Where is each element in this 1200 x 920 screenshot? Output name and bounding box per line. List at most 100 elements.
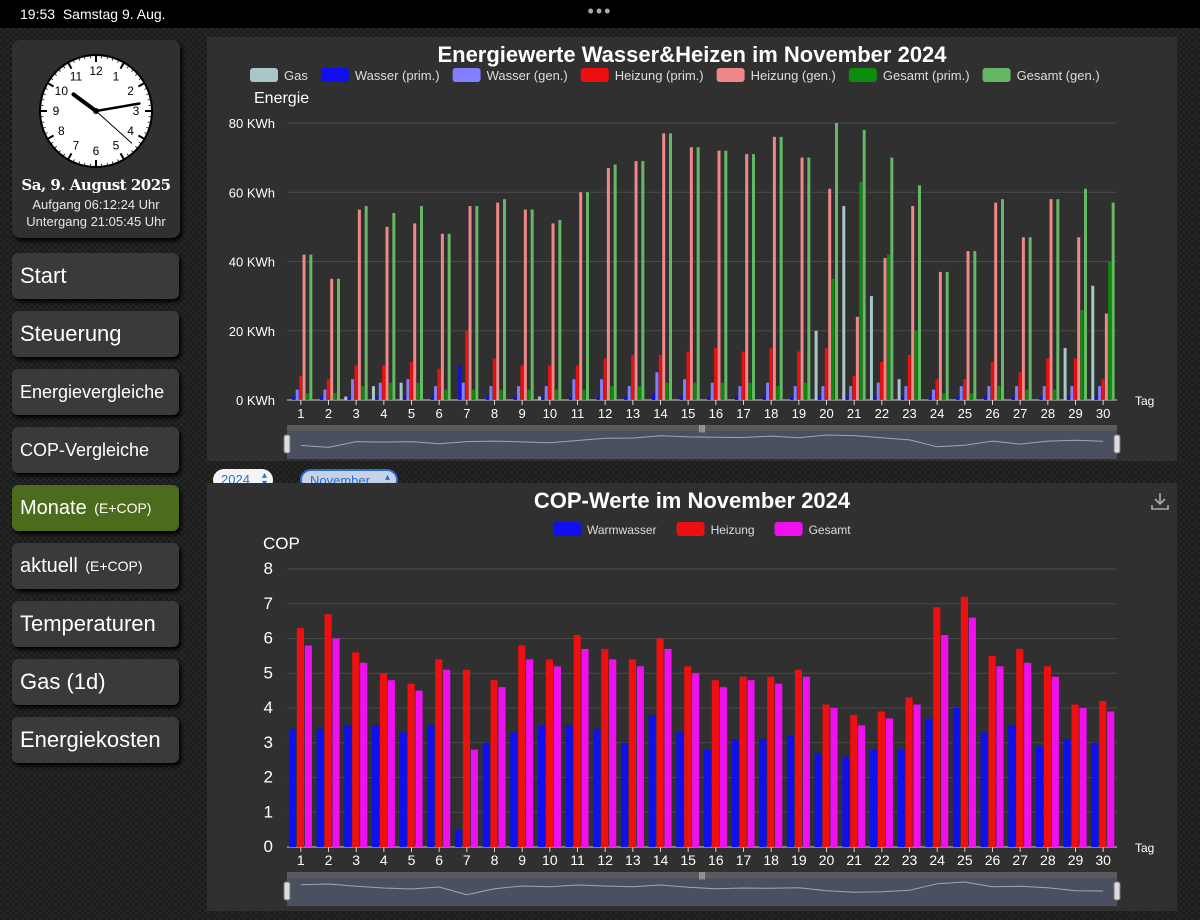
bar-gesamt-28 bbox=[1051, 676, 1059, 847]
y-tick-label: 40 KWh bbox=[229, 255, 275, 270]
current-date: Sa, 9. August 2025 bbox=[21, 176, 171, 194]
nav-temperaturen-button[interactable]: Temperaturen bbox=[12, 601, 179, 647]
bar-gesamt-gen--3 bbox=[364, 206, 368, 400]
clock-number: 4 bbox=[127, 124, 134, 138]
bar-heizung-30 bbox=[1099, 701, 1107, 847]
y-tick-label: 1 bbox=[264, 802, 273, 821]
clock-tick bbox=[131, 150, 134, 153]
bar-heizung-23 bbox=[905, 697, 913, 847]
x-tick-label: 15 bbox=[681, 406, 695, 421]
bar-wasser-gen--13 bbox=[627, 386, 631, 400]
bar-gesamt-gen--9 bbox=[530, 209, 534, 400]
x-tick-label: 24 bbox=[929, 852, 945, 868]
bar-gesamt-1 bbox=[304, 645, 312, 847]
bar-heizung-prim--9 bbox=[520, 365, 524, 400]
bar-wasser-gen--21 bbox=[849, 386, 853, 400]
bar-gas-4 bbox=[371, 386, 375, 400]
bar-heizung-prim--19 bbox=[797, 351, 801, 400]
clock-tick bbox=[73, 60, 75, 63]
bar-gesamt-gen--16 bbox=[724, 150, 728, 400]
x-tick-label: 30 bbox=[1096, 406, 1110, 421]
nav-start-button[interactable]: Start bbox=[12, 253, 179, 299]
bar-gesamt-gen--27 bbox=[1028, 237, 1032, 400]
bar-heizung-29 bbox=[1071, 704, 1079, 847]
navigator-window bbox=[287, 431, 1117, 459]
bar-wasser-prim--2 bbox=[320, 396, 324, 400]
bar-heizung-prim--17 bbox=[741, 351, 745, 400]
navigator-scrollbar bbox=[287, 425, 1117, 431]
bar-heizung-gen--8 bbox=[496, 202, 500, 400]
bar-gesamt-prim--14 bbox=[665, 382, 669, 400]
legend-swatch-5 bbox=[848, 68, 877, 82]
nav-cop-vergleiche-button[interactable]: COP-Vergleiche bbox=[12, 427, 179, 473]
bar-gas-20 bbox=[814, 330, 818, 400]
bar-wasser-prim--5 bbox=[403, 396, 407, 400]
y-tick-label: 0 bbox=[264, 837, 273, 856]
bar-wasser-gen--26 bbox=[987, 386, 991, 400]
bar-wasser-prim--14 bbox=[652, 393, 656, 400]
bar-gesamt-prim--20 bbox=[831, 278, 835, 400]
bar-gesamt-prim--22 bbox=[886, 254, 890, 400]
bar-wasser-prim--24 bbox=[928, 396, 932, 400]
clock-panel: 12 1 2 3 4 5 6 7 8 9 10 11 Sa, 9. August 2025 Aufga… bbox=[12, 40, 180, 238]
clock-tick bbox=[135, 146, 138, 149]
bar-wasser-gen--12 bbox=[600, 379, 604, 400]
bar-wasser-prim--25 bbox=[956, 396, 960, 400]
navigator-left-handle[interactable] bbox=[283, 881, 291, 901]
bar-warmwasser-4 bbox=[371, 725, 380, 847]
bar-wasser-gen--8 bbox=[489, 386, 493, 400]
x-tick-label: 26 bbox=[985, 852, 1001, 868]
bar-gesamt-8 bbox=[498, 687, 506, 847]
bar-warmwasser-25 bbox=[952, 708, 961, 847]
legend-swatch-2 bbox=[452, 68, 481, 82]
clock-tick bbox=[58, 150, 61, 153]
bar-heizung-prim--3 bbox=[354, 365, 358, 400]
bar-gesamt-prim--5 bbox=[416, 382, 420, 400]
multitasking-dots[interactable]: ••• bbox=[587, 1, 613, 21]
nav-energievergleiche-button[interactable]: Energievergleiche bbox=[12, 369, 179, 415]
navigator-right-handle[interactable] bbox=[1113, 434, 1121, 454]
bar-warmwasser-13 bbox=[620, 742, 629, 847]
nav-aktuell-button[interactable]: aktuell (E+COP) bbox=[12, 543, 179, 589]
bar-gesamt-prim--17 bbox=[748, 382, 752, 400]
clock-tick bbox=[67, 152, 73, 160]
bar-heizung-9 bbox=[518, 645, 526, 847]
navigator-right-handle[interactable] bbox=[1113, 881, 1121, 901]
bar-heizung-prim--18 bbox=[769, 348, 773, 400]
clock-tick bbox=[111, 161, 114, 164]
x-tick-label: 26 bbox=[985, 406, 999, 421]
bar-gas-5 bbox=[399, 382, 403, 400]
nav-gas-button[interactable]: Gas (1d) bbox=[12, 659, 179, 705]
bar-heizung-gen--3 bbox=[357, 209, 361, 400]
nav-steuerung-button[interactable]: Steuerung bbox=[12, 311, 179, 357]
x-tick-label: 14 bbox=[653, 852, 669, 868]
bar-wasser-prim--12 bbox=[596, 396, 600, 400]
nav-gas-label: Gas (1d) bbox=[20, 669, 106, 694]
x-tick-label: 21 bbox=[846, 852, 862, 868]
navigator-left-handle[interactable] bbox=[283, 434, 291, 454]
clock-center bbox=[93, 108, 99, 114]
x-axis-label: Tag bbox=[1135, 394, 1154, 408]
bar-heizung-gen--6 bbox=[440, 233, 444, 400]
bar-wasser-gen--14 bbox=[655, 372, 659, 400]
bar-wasser-prim--21 bbox=[845, 396, 849, 400]
nav-energiekosten-button[interactable]: Energiekosten bbox=[12, 717, 179, 763]
y-tick-label: 3 bbox=[264, 733, 273, 752]
x-tick-label: 5 bbox=[408, 406, 415, 421]
bar-wasser-gen--1 bbox=[295, 389, 299, 400]
clock-tick bbox=[144, 88, 147, 90]
bar-wasser-prim--7 bbox=[458, 365, 462, 400]
bar-gesamt-prim--11 bbox=[582, 389, 586, 400]
x-tick-label: 9 bbox=[519, 406, 526, 421]
bar-gesamt-13 bbox=[636, 666, 644, 847]
bar-warmwasser-15 bbox=[676, 732, 684, 847]
bar-warmwasser-19 bbox=[786, 735, 795, 847]
bar-heizung-prim--28 bbox=[1046, 358, 1050, 400]
bar-wasser-gen--6 bbox=[434, 386, 438, 400]
download-icon[interactable] bbox=[1150, 491, 1170, 511]
bar-wasser-gen--4 bbox=[378, 382, 382, 400]
status-bar: 19:53 Samstag 9. Aug. ••• bbox=[0, 0, 1200, 28]
x-tick-label: 27 bbox=[1013, 406, 1027, 421]
bar-gesamt-30 bbox=[1107, 711, 1115, 847]
nav-monate-button[interactable]: Monate (E+COP) bbox=[12, 485, 179, 531]
